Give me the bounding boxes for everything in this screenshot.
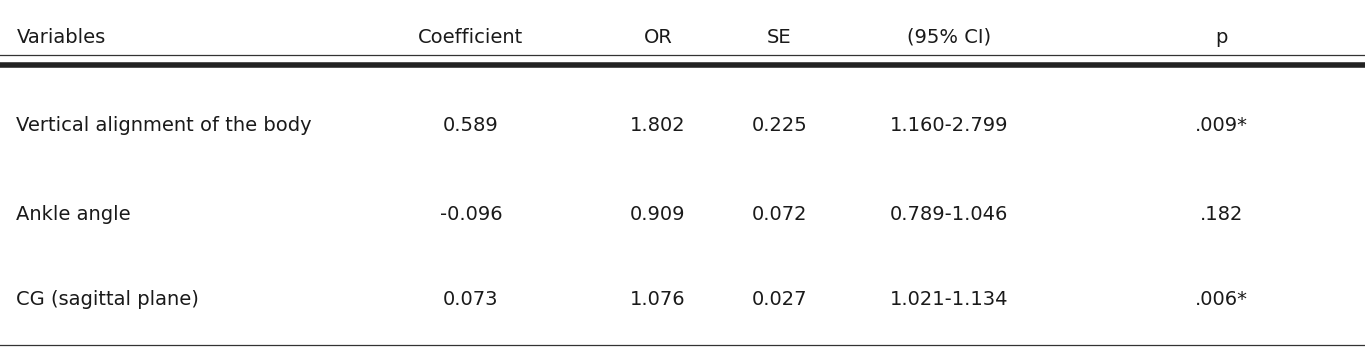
- Text: 0.909: 0.909: [631, 205, 685, 224]
- Text: 1.021-1.134: 1.021-1.134: [890, 290, 1007, 309]
- Text: p: p: [1215, 28, 1228, 47]
- Text: 0.073: 0.073: [444, 290, 498, 309]
- Text: Coefficient: Coefficient: [418, 28, 524, 47]
- Text: Variables: Variables: [16, 28, 105, 47]
- Text: SE: SE: [767, 28, 792, 47]
- Text: 0.072: 0.072: [752, 205, 807, 224]
- Text: .009*: .009*: [1196, 116, 1248, 135]
- Text: OR: OR: [643, 28, 673, 47]
- Text: 1.802: 1.802: [631, 116, 685, 135]
- Text: .006*: .006*: [1196, 290, 1248, 309]
- Text: 0.225: 0.225: [752, 116, 807, 135]
- Text: Ankle angle: Ankle angle: [16, 205, 131, 224]
- Text: 1.160-2.799: 1.160-2.799: [890, 116, 1007, 135]
- Text: 0.789-1.046: 0.789-1.046: [890, 205, 1007, 224]
- Text: 0.589: 0.589: [444, 116, 498, 135]
- Text: CG (sagittal plane): CG (sagittal plane): [16, 290, 199, 309]
- Text: .182: .182: [1200, 205, 1244, 224]
- Text: Vertical alignment of the body: Vertical alignment of the body: [16, 116, 313, 135]
- Text: (95% CI): (95% CI): [906, 28, 991, 47]
- Text: 0.027: 0.027: [752, 290, 807, 309]
- Text: -0.096: -0.096: [440, 205, 502, 224]
- Text: 1.076: 1.076: [631, 290, 685, 309]
